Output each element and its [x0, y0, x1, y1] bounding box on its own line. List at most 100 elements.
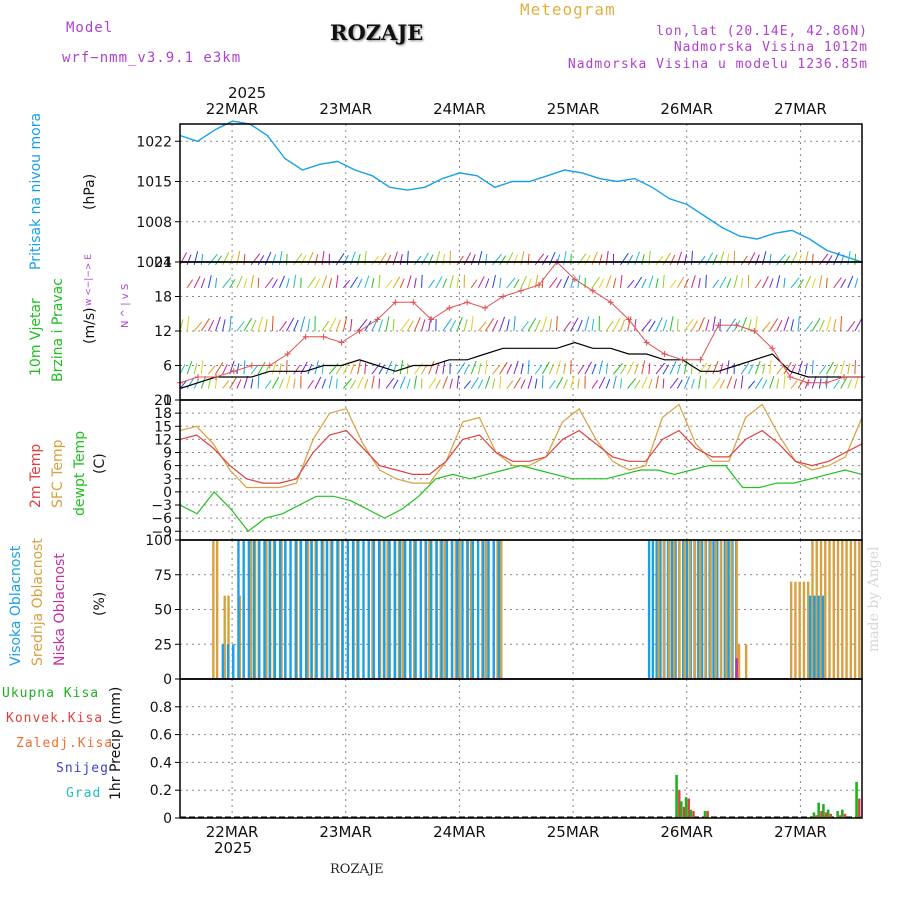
cloud-bar: [685, 540, 689, 679]
wind-barb: [271, 315, 274, 332]
gust-marker: [500, 293, 507, 300]
date-label-top: 23MAR: [319, 100, 372, 118]
station-bottom: ROZAJE: [330, 862, 384, 877]
wind-barb: [428, 360, 435, 375]
wind-barb: [335, 253, 345, 266]
cloud-bar: [469, 540, 473, 679]
wind-barb: [598, 254, 603, 266]
cloud-bar: [371, 540, 374, 679]
cloud-bar: [435, 540, 438, 679]
wind-barb: [264, 277, 274, 289]
wind-barb: [335, 378, 338, 389]
cloud-bar: [322, 540, 325, 679]
wind-barb: [343, 378, 352, 389]
date-label-top: 24MAR: [433, 100, 486, 118]
wind-barb: [683, 254, 687, 265]
gust-marker: [643, 339, 650, 346]
precip-total-bar: [689, 809, 693, 818]
gust-marker: [320, 333, 327, 340]
wind-barb: [648, 320, 656, 332]
wind-barb: [662, 319, 668, 332]
wind-barb: [549, 380, 556, 389]
cloud-bar: [845, 540, 848, 679]
wind-barb: [662, 252, 671, 266]
cloud-bar: [430, 540, 433, 679]
cloud-bar: [325, 540, 329, 679]
cloud-bar: [284, 540, 287, 679]
wind-barb: [442, 376, 448, 389]
wind-barb: [307, 251, 314, 266]
wind-barb: [740, 362, 750, 375]
wind-barb: [591, 251, 598, 266]
wind-barb: [335, 319, 341, 332]
wind-barb: [470, 254, 476, 266]
wind-barb: [499, 316, 506, 332]
cloud-bar: [836, 540, 840, 679]
wind-barb: [513, 316, 516, 332]
wind-barb: [392, 276, 401, 289]
cloud-bar: [471, 540, 475, 679]
cloud-bar: [278, 540, 282, 679]
cloud-bar: [853, 540, 857, 679]
wind-barb: [186, 377, 195, 389]
wind-barb: [769, 376, 775, 389]
cloud-bar: [496, 540, 499, 679]
wind-barb: [307, 276, 316, 289]
wind-barb: [215, 375, 218, 389]
wind-barb: [392, 363, 397, 375]
wind-barb: [321, 320, 330, 332]
cloud-bar: [794, 581, 797, 679]
wind-barb: [222, 277, 232, 289]
y-tick-label: 1008: [136, 215, 172, 231]
wind-barb: [854, 360, 856, 375]
wind-barb: [428, 279, 435, 289]
cloud-bar: [393, 540, 396, 679]
wind-barb: [826, 316, 832, 332]
wind-barb: [484, 253, 488, 265]
wind-barb: [598, 278, 605, 289]
wind-barb: [406, 320, 414, 332]
cloud-bar: [466, 540, 469, 679]
wind-barb: [278, 379, 284, 389]
cloud-bar: [807, 581, 810, 679]
wind-barb: [833, 380, 840, 389]
wind-barb: [691, 250, 693, 265]
wind-barb: [527, 253, 530, 265]
cloud-bar: [832, 540, 835, 679]
wind-barb: [470, 316, 474, 332]
cloud-bar: [306, 540, 310, 679]
cloud-bar: [454, 540, 458, 679]
wind-barb: [378, 252, 387, 266]
wind-barb: [804, 321, 813, 332]
y-tick-label: 12: [154, 432, 172, 448]
wind-barb: [591, 363, 597, 375]
wind-barb: [698, 362, 708, 375]
wind-barb: [335, 364, 343, 375]
wind-barb: [691, 275, 696, 289]
wind-barb: [698, 317, 705, 332]
cloud-bar: [367, 540, 370, 679]
wind-barb: [435, 363, 440, 375]
wind-barb: [222, 252, 230, 266]
wind-barb: [435, 276, 443, 289]
precip-conv-bar: [820, 811, 823, 818]
wind-barb: [470, 360, 477, 375]
wind-barb: [676, 363, 681, 375]
wind-barb: [350, 363, 355, 375]
gust-marker: [751, 328, 758, 334]
wind-barb: [492, 253, 502, 266]
wind-barb: [719, 363, 724, 375]
wind-barb: [421, 364, 428, 375]
wind-barb: [499, 375, 502, 389]
cloud-bar: [497, 540, 501, 679]
wind-barb: [485, 278, 490, 289]
wind-barb: [619, 274, 623, 288]
wind-barb: [598, 376, 606, 389]
wind-barb: [584, 316, 590, 332]
cloud-bar: [424, 540, 428, 679]
wind-barb: [435, 251, 441, 266]
wind-barb: [556, 376, 564, 389]
y-tick-label: 6: [163, 459, 172, 475]
cloud-bar: [250, 540, 253, 679]
wind-barb: [307, 363, 313, 375]
